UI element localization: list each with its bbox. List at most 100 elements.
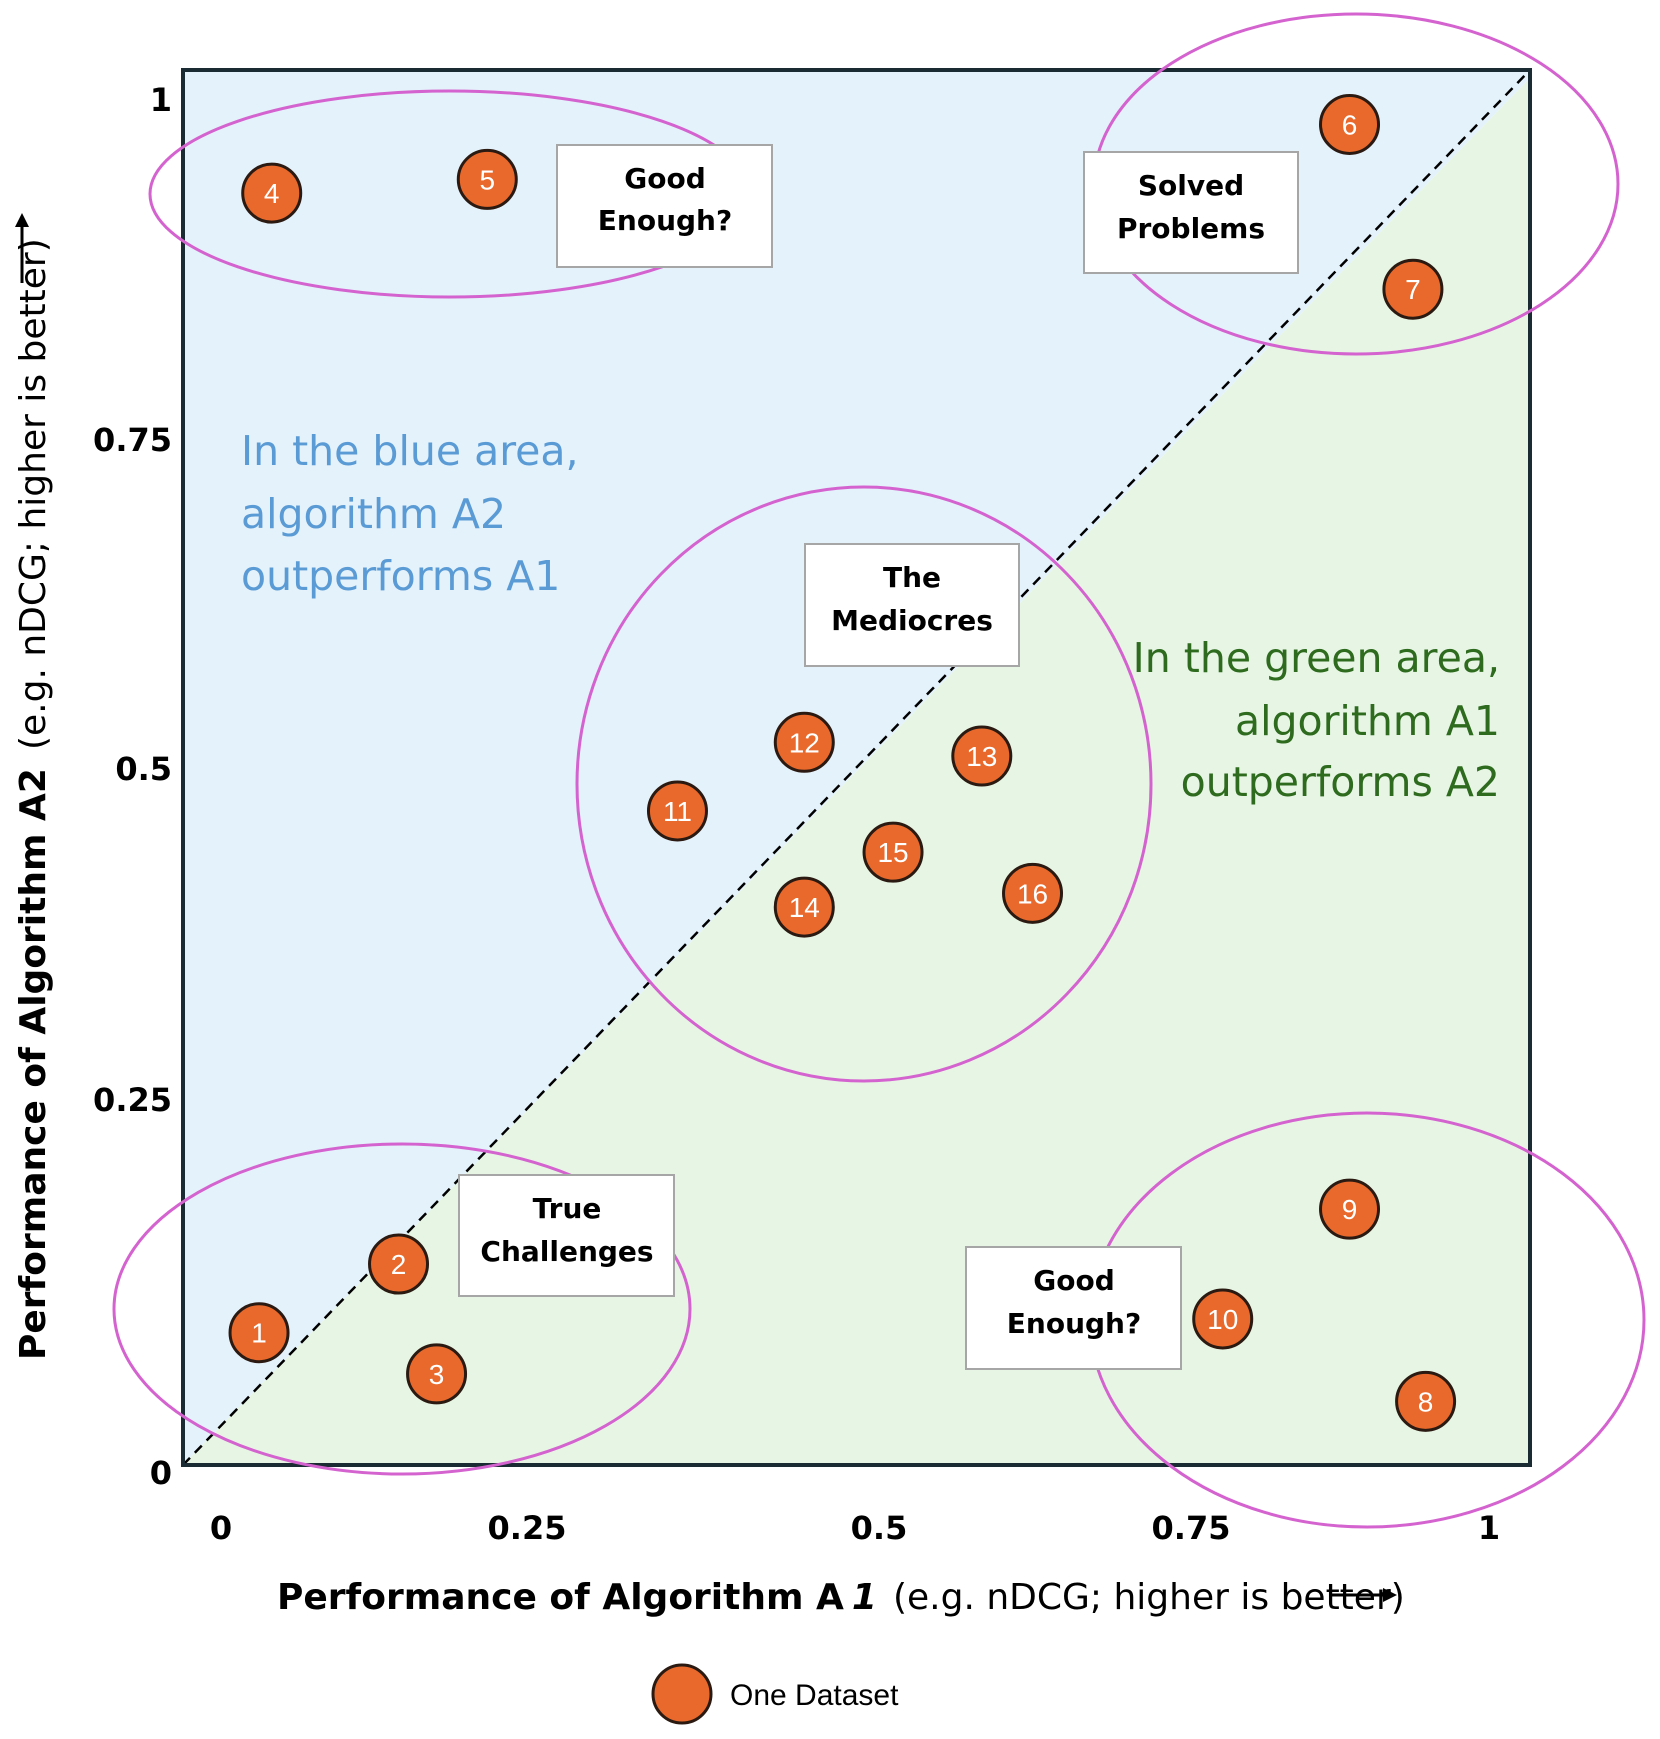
data-point: 11 <box>646 780 708 842</box>
data-point-label: 14 <box>789 892 820 923</box>
label-solved-problems: Solved Problems <box>1083 151 1299 274</box>
label-mediocres: The Mediocres <box>804 543 1020 667</box>
data-point-marker <box>1002 862 1064 924</box>
note-line: In the green area, <box>1133 634 1500 682</box>
label-good-enough-top: Good Enough? <box>556 144 773 268</box>
label-line: Challenges <box>480 1235 653 1268</box>
y-axis-title-bold: Performance of Algorithm A2 <box>13 768 54 1360</box>
label-line: Enough? <box>1007 1307 1141 1340</box>
x-tick-labels: 0 0.25 0.5 0.75 1 <box>210 1509 1500 1547</box>
data-point-marker <box>1382 258 1444 320</box>
data-point: 8 <box>1395 1370 1457 1432</box>
data-point: 10 <box>1192 1288 1254 1350</box>
x-axis-title: Performance of Algorithm A 1 (e.g. nDCG; h… <box>277 1577 1405 1618</box>
legend: One Dataset <box>651 1663 899 1725</box>
x-tick-label: 0.5 <box>851 1509 908 1547</box>
data-point-label: 16 <box>1017 878 1048 909</box>
data-point: 2 <box>368 1233 430 1295</box>
x-tick-label: 0.75 <box>1152 1509 1231 1547</box>
label-line: Problems <box>1117 212 1265 245</box>
label-line: True <box>533 1192 602 1225</box>
label-line: The <box>883 561 941 594</box>
data-point-label: 9 <box>1342 1194 1358 1225</box>
x-tick-label: 1 <box>1478 1509 1500 1547</box>
legend-label: One Dataset <box>730 1679 899 1712</box>
data-point-marker <box>1395 1370 1457 1432</box>
data-point-label: 1 <box>251 1318 267 1349</box>
legend-marker <box>651 1663 713 1725</box>
data-point-label: 4 <box>264 178 280 209</box>
data-point: 14 <box>773 876 835 938</box>
data-point: 7 <box>1382 258 1444 320</box>
data-point: 9 <box>1319 1178 1381 1240</box>
data-point-label: 3 <box>429 1359 445 1390</box>
data-point-label: 11 <box>663 796 692 827</box>
green-area-note: In the green area, algorithm A1 outperfo… <box>1133 634 1500 806</box>
blue-area-note: In the blue area, algorithm A2 outperfor… <box>241 427 579 600</box>
x-axis-title-sub: 1 <box>852 1577 877 1618</box>
data-point-marker <box>241 162 303 224</box>
data-point-marker <box>773 876 835 938</box>
y-tick-label: 0 <box>150 1454 172 1492</box>
data-point: 6 <box>1319 93 1381 155</box>
data-point-marker <box>228 1302 290 1364</box>
data-point-marker <box>1192 1288 1254 1350</box>
y-tick-label: 1 <box>150 81 172 119</box>
data-point-marker <box>406 1343 468 1405</box>
y-axis-title: Performance of Algorithm A2 (e.g. nDCG; h… <box>13 238 54 1360</box>
note-line: outperforms A1 <box>241 552 560 600</box>
data-point-label: 8 <box>1418 1386 1434 1417</box>
label-line: Enough? <box>598 204 732 237</box>
data-point-label: 15 <box>877 837 908 868</box>
data-point-marker <box>646 780 708 842</box>
note-line: outperforms A2 <box>1181 758 1500 806</box>
data-point-label: 5 <box>479 164 495 195</box>
note-line: algorithm A2 <box>241 490 506 538</box>
diagonal-line <box>182 69 1531 1466</box>
y-tick-label: 0.75 <box>93 421 172 459</box>
data-point-marker <box>1319 93 1381 155</box>
y-axis-title-note: (e.g. nDCG; higher is better) <box>13 238 54 750</box>
y-tick-label: 0.25 <box>93 1081 172 1119</box>
data-point: 13 <box>951 725 1013 787</box>
data-point-label: 13 <box>966 741 997 772</box>
data-point: 15 <box>862 821 924 883</box>
data-point-label: 12 <box>789 727 820 758</box>
label-line: Mediocres <box>831 604 993 637</box>
data-point-marker <box>456 148 518 210</box>
label-true-challenges: True Challenges <box>458 1174 675 1297</box>
label-good-enough-bottom: Good Enough? <box>965 1246 1182 1370</box>
x-axis-title-bold: Performance of Algorithm A <box>277 1577 844 1618</box>
green-region <box>183 78 1530 1465</box>
data-point-marker <box>368 1233 430 1295</box>
data-point-label: 2 <box>391 1249 407 1280</box>
data-point: 4 <box>241 162 303 224</box>
x-axis-arrow-icon <box>1330 1588 1397 1602</box>
data-point: 5 <box>456 148 518 210</box>
data-point-marker <box>951 725 1013 787</box>
ellipse-mediocres <box>575 485 1153 1083</box>
y-tick-label: 0.5 <box>115 750 172 788</box>
y-tick-labels: 0 0.25 0.5 0.75 1 <box>93 81 172 1492</box>
data-point-label: 7 <box>1405 274 1421 305</box>
data-point-marker <box>1319 1178 1381 1240</box>
label-line: Solved <box>1138 169 1244 202</box>
data-point: 12 <box>773 711 835 773</box>
plot-frame <box>181 68 1532 1467</box>
x-axis-title-note: (e.g. nDCG; higher is better) <box>893 1577 1405 1618</box>
data-point: 3 <box>406 1343 468 1405</box>
data-point-marker <box>773 711 835 773</box>
ellipse-true-challenges <box>112 1142 692 1476</box>
x-tick-label: 0.25 <box>488 1509 567 1547</box>
data-point-marker <box>862 821 924 883</box>
data-point: 16 <box>1002 862 1064 924</box>
y-axis-arrow-icon <box>15 213 29 283</box>
data-point: 1 <box>228 1302 290 1364</box>
x-tick-label: 0 <box>210 1509 232 1547</box>
data-point-label: 10 <box>1207 1304 1238 1335</box>
label-line: Good <box>624 162 706 195</box>
note-line: algorithm A1 <box>1235 697 1500 745</box>
data-point-label: 6 <box>1342 109 1358 140</box>
